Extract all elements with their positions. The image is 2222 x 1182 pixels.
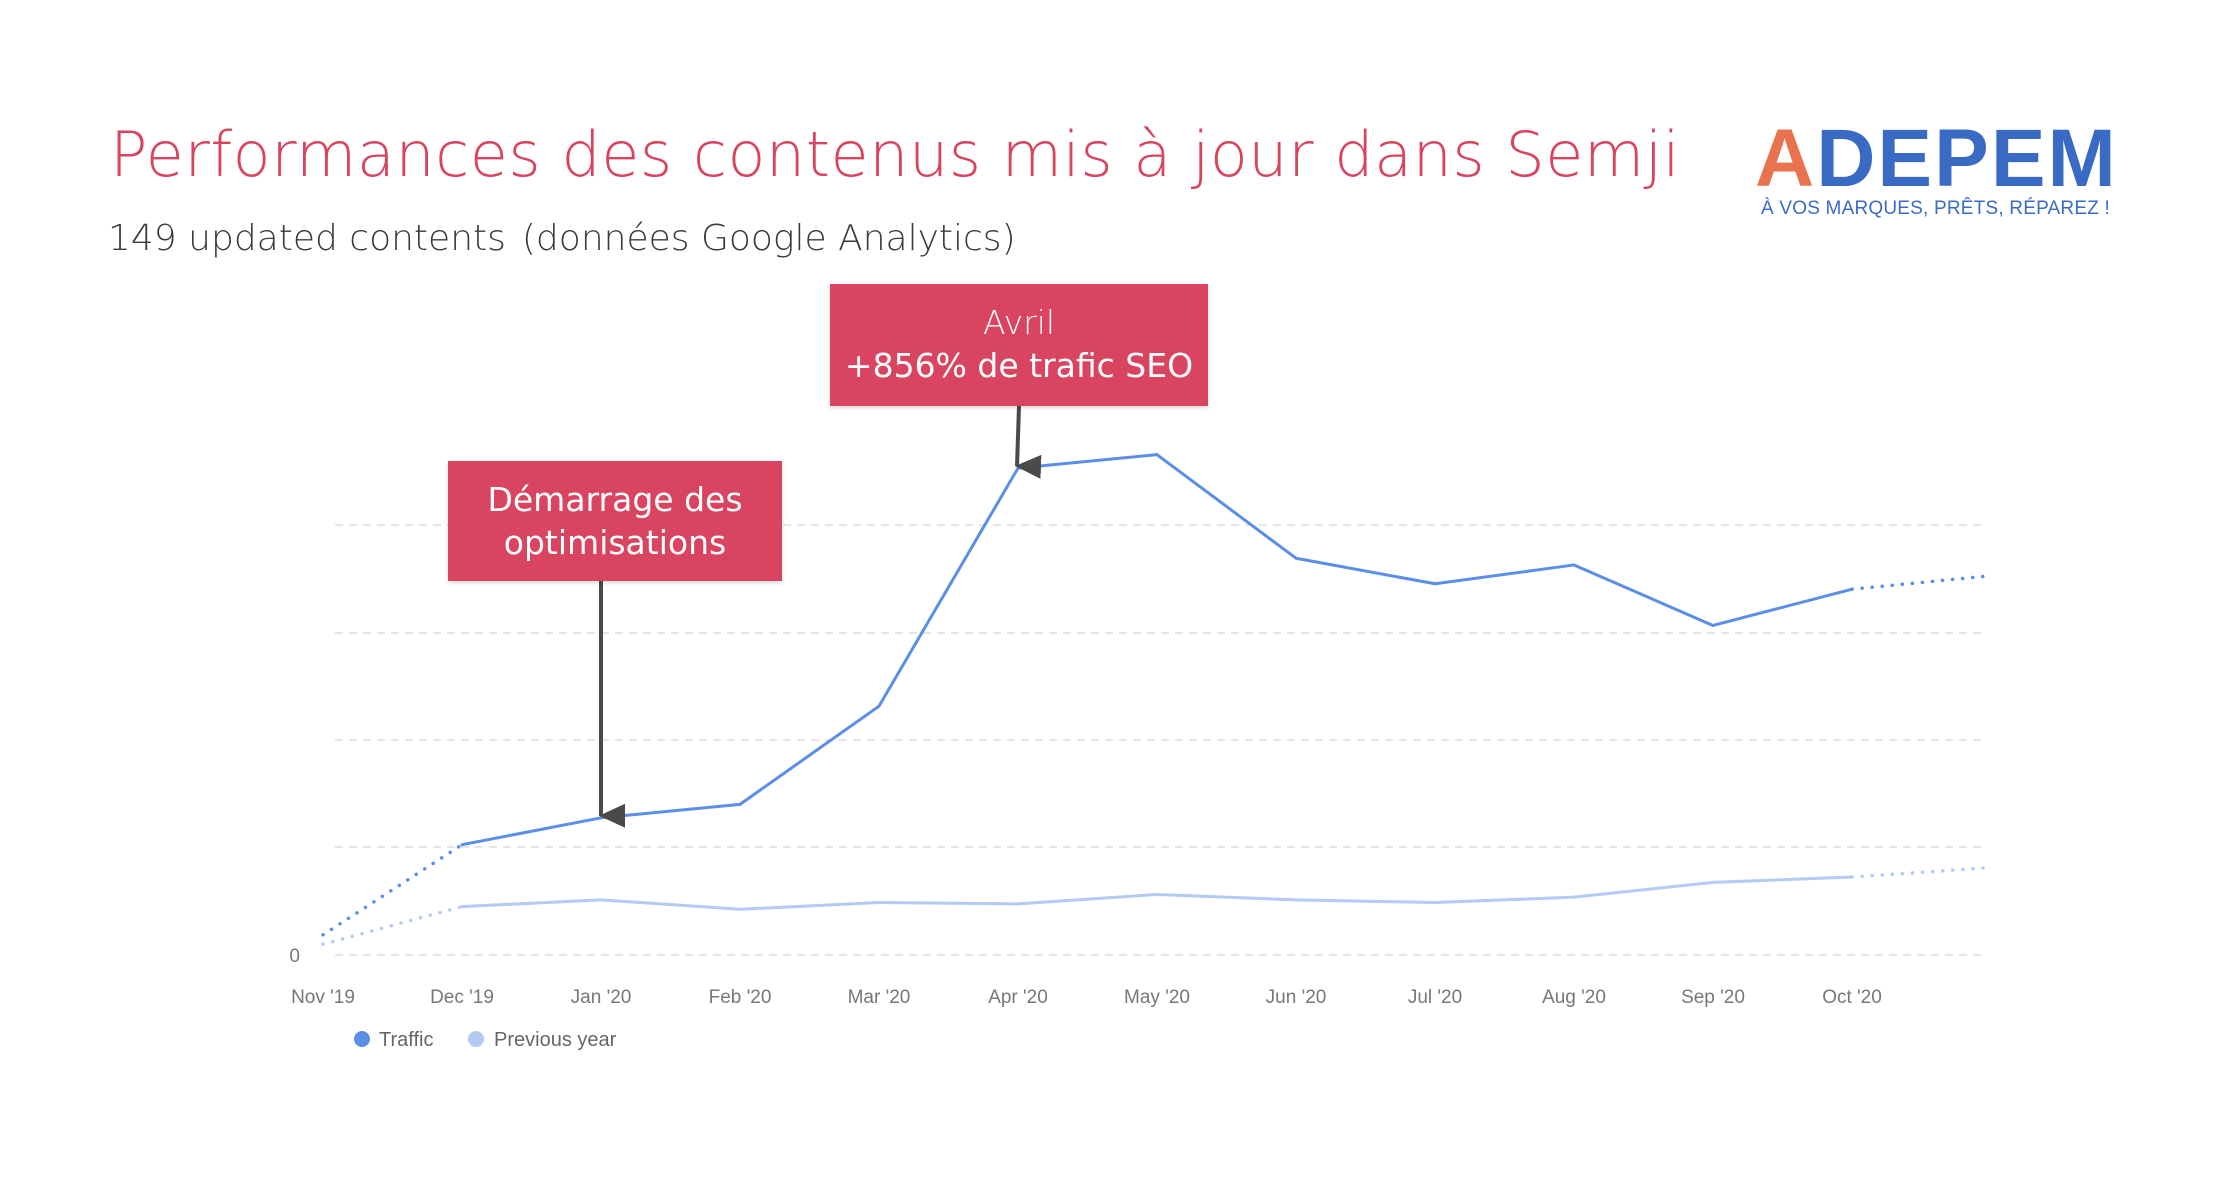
- annotation-start-line2: optimisations: [503, 523, 727, 562]
- x-tick-label-2: Jan '20: [571, 987, 632, 1008]
- series-0-segment-3: [738, 704, 881, 806]
- series-1: [321, 865, 1993, 946]
- legend-label-1: Previous year: [494, 1029, 617, 1051]
- legend-label-0: Traffic: [379, 1029, 433, 1051]
- arrow-april-peak: [1015, 405, 1042, 479]
- series-0-segment-9: [1572, 563, 1715, 627]
- logo-wordmark: ADEPEM: [1755, 118, 2118, 200]
- series-1-segment-1: [460, 898, 603, 909]
- x-tick-label-10: Sep '20: [1681, 987, 1745, 1008]
- x-tick-label-8: Jul '20: [1408, 987, 1462, 1008]
- x-tick-label-11: Oct '20: [1822, 987, 1882, 1008]
- series-1-segment-2: [599, 898, 742, 911]
- x-tick-label-7: Jun '20: [1266, 987, 1327, 1008]
- annotation-start-line1: Démarrage des: [487, 480, 743, 519]
- chart-legend: Traffic Previous year: [354, 1029, 617, 1051]
- series-0-segment-1: [460, 816, 603, 847]
- series-1-segment-0: [321, 904, 464, 946]
- x-tick-label-4: Mar '20: [848, 987, 911, 1008]
- y-axis-ticks: 0: [289, 946, 300, 967]
- subtitle-count: 149 updated contents: [108, 218, 506, 259]
- adepem-logo: ADEPEM À VOS MARQUES, PRÊTS, RÉPAREZ !: [1755, 118, 2116, 226]
- x-tick-label-3: Feb '20: [709, 987, 772, 1008]
- annotation-peak-line1: Avril: [982, 303, 1056, 342]
- series-1-segment-7: [1294, 898, 1437, 905]
- chart-series: [321, 453, 1993, 946]
- series-0-segment-0: [321, 842, 464, 937]
- series-1-segment-9: [1572, 880, 1715, 899]
- subtitle-source: (données Google Analytics): [521, 218, 1016, 259]
- page-title: Performances des contenus mis à jour dan…: [110, 118, 1681, 191]
- series-1-segment-6: [1155, 892, 1298, 902]
- page-subtitle: 149 updated contents (données Google Anal…: [108, 218, 1016, 259]
- legend-marker-0: [354, 1031, 370, 1047]
- x-axis-ticks: Nov '19 Dec '19 Jan '20 Feb '20 Mar '20 Apr '…: [291, 987, 1882, 1008]
- series-1-segment-3: [738, 901, 881, 911]
- series-0-segment-11: [1850, 573, 1993, 591]
- series-0-segment-10: [1711, 587, 1854, 627]
- series-0-segment-7: [1294, 556, 1437, 586]
- chart-gridlines: [335, 524, 1985, 956]
- annotation-april-peak: Avril +856% de trafic SEO: [830, 284, 1208, 406]
- legend-marker-1: [468, 1031, 484, 1047]
- annotation-start-optimisations: Démarrage des optimisations: [448, 461, 782, 581]
- series-1-segment-5: [1016, 892, 1159, 906]
- logo-wordmark-rest: DEPEM: [1816, 113, 2118, 204]
- x-tick-label-0: Nov '19: [291, 987, 355, 1008]
- x-tick-label-6: May '20: [1124, 987, 1190, 1008]
- x-tick-label-1: Dec '19: [430, 987, 494, 1008]
- series-0-segment-8: [1433, 563, 1576, 586]
- y-tick-label-0: 0: [289, 946, 300, 967]
- series-0-segment-5: [1016, 453, 1159, 470]
- series-1-segment-10: [1711, 875, 1854, 884]
- annotation-peak-line2: +856% de trafic SEO: [844, 346, 1194, 385]
- x-tick-label-9: Aug '20: [1542, 987, 1606, 1008]
- series-0: [321, 453, 1993, 937]
- x-tick-label-5: Apr '20: [988, 987, 1048, 1008]
- series-1-segment-8: [1433, 895, 1576, 905]
- logo-wordmark-accent: A: [1755, 113, 1817, 204]
- series-1-segment-11: [1850, 865, 1993, 879]
- series-0-segment-2: [599, 802, 742, 820]
- annotation-arrows: [599, 405, 1042, 828]
- series-0-segment-4: [877, 466, 1020, 708]
- series-0-segment-6: [1155, 453, 1298, 560]
- series-1-segment-4: [877, 901, 1020, 906]
- logo-tagline: À VOS MARQUES, PRÊTS, RÉPAREZ !: [1761, 198, 2110, 219]
